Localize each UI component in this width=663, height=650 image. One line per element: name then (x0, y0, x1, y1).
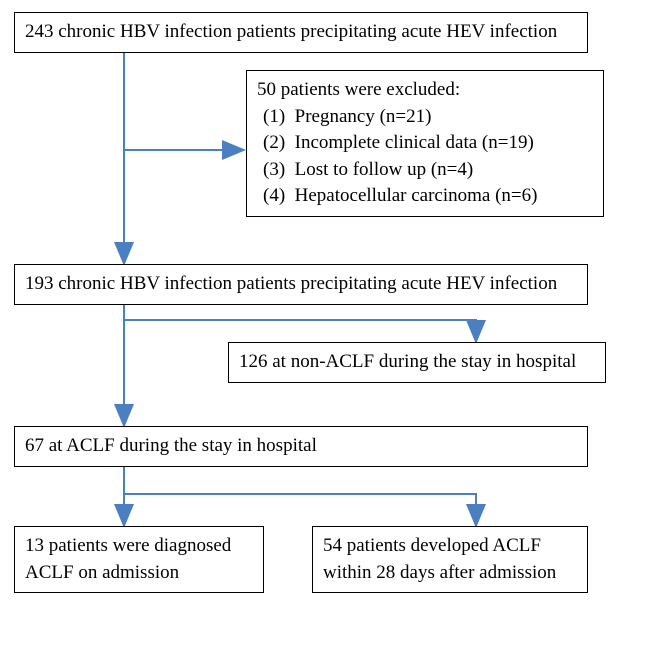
excluded-item: (3) Lost to follow up (n=4) (263, 157, 593, 184)
developed-line2: within 28 days after admission (323, 562, 556, 583)
excluded-item: (4) Hepatocellular carcinoma (n=6) (263, 183, 593, 210)
box-start: 243 chronic HBV infection patients preci… (14, 12, 588, 53)
box-start-text: 243 chronic HBV infection patients preci… (25, 21, 557, 42)
developed-line1: 54 patients developed ACLF (323, 535, 541, 556)
flowchart-container: 243 chronic HBV infection patients preci… (10, 10, 653, 640)
box-remaining: 193 chronic HBV infection patients preci… (14, 264, 588, 305)
excluded-item: (1) Pregnancy (n=21) (263, 104, 593, 131)
box-non-aclf: 126 at non-ACLF during the stay in hospi… (228, 342, 606, 383)
box-diagnosed-admission: 13 patients were diagnosed ACLF on admis… (14, 526, 264, 593)
box-non-aclf-text: 126 at non-ACLF during the stay in hospi… (239, 351, 576, 372)
box-excluded: 50 patients were excluded: (1) Pregnancy… (246, 70, 604, 217)
diagnosed-line1: 13 patients were diagnosed (25, 535, 231, 556)
box-remaining-text: 193 chronic HBV infection patients preci… (25, 273, 557, 294)
box-aclf-text: 67 at ACLF during the stay in hospital (25, 435, 317, 456)
box-developed-28d: 54 patients developed ACLF within 28 day… (312, 526, 588, 593)
box-aclf: 67 at ACLF during the stay in hospital (14, 426, 588, 467)
excluded-item: (2) Incomplete clinical data (n=19) (263, 130, 593, 157)
excluded-title: 50 patients were excluded: (257, 77, 593, 104)
excluded-list: (1) Pregnancy (n=21) (2) Incomplete clin… (257, 104, 593, 210)
diagnosed-line2: ACLF on admission (25, 562, 179, 583)
